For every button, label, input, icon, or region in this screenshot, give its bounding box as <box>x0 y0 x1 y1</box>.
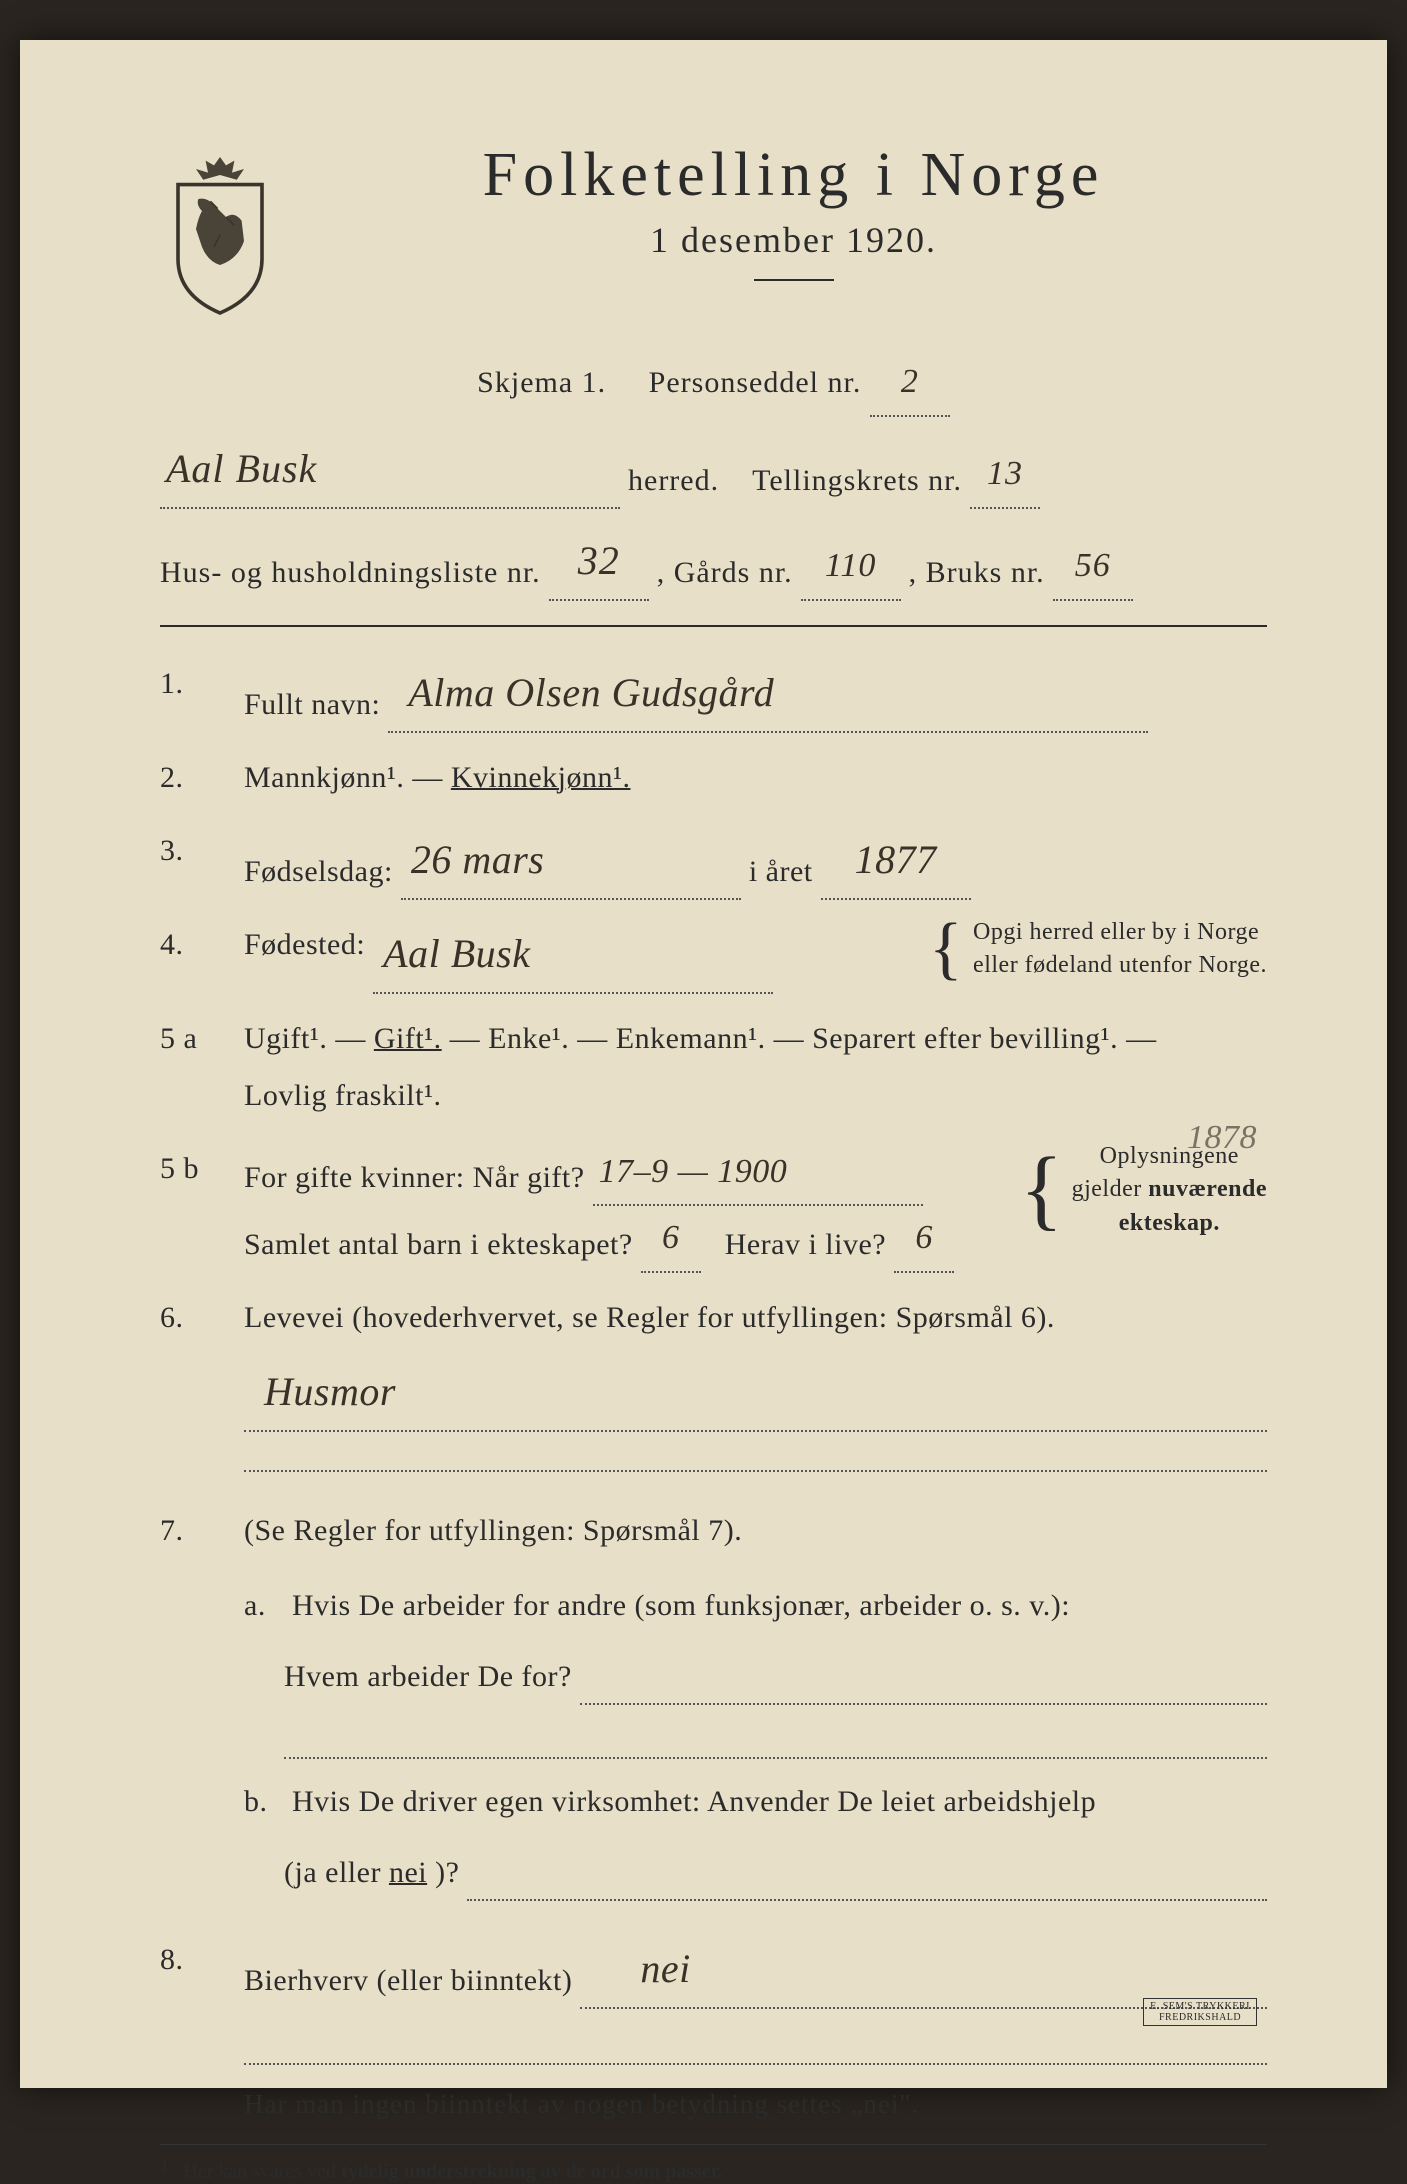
q4: 4. Fødested: Aal Busk { Opgi herred elle… <box>160 916 1267 994</box>
q5b-margin-year: 1878 <box>1187 1106 1257 1171</box>
husliste-label: Hus- og husholdningsliste nr. <box>160 544 541 601</box>
blank-line <box>467 1899 1267 1901</box>
q4-label: Fødested: <box>244 916 365 973</box>
q5a-num: 5 a <box>160 1010 220 1124</box>
q5a-line2: Lovlig fraskilt¹. <box>244 1067 1267 1124</box>
blank-line <box>580 1703 1267 1705</box>
tellingskrets-label: Tellingskrets nr. <box>752 452 962 509</box>
q5b-num: 5 b <box>160 1140 220 1273</box>
herred-value: Aal Busk <box>160 431 620 509</box>
q2-mann: Mannkjønn¹. <box>244 761 404 794</box>
gards-label: , Gårds nr. <box>657 544 793 601</box>
q8: 8. Bierhverv (eller biinntekt) nei <box>160 1931 1267 2009</box>
q2: 2. Mannkjønn¹. — Kvinnekjønn¹. <box>160 749 1267 806</box>
q5b: 5 b 1878 For gifte kvinner: Når gift? 17… <box>160 1140 1267 1273</box>
q4-value: Aal Busk <box>373 916 773 994</box>
q3-day: 26 mars <box>401 822 741 900</box>
herred-label: herred. <box>628 452 719 509</box>
printer-mark: E. SEM'S TRYKKERI FREDRIKSHALD <box>1143 1998 1257 2026</box>
q5b-label2: Samlet antal barn i ekteskapet? <box>244 1216 633 1273</box>
husliste-line: Hus- og husholdningsliste nr. 32 , Gårds… <box>160 523 1267 601</box>
q6-num: 6. <box>160 1289 220 1486</box>
q8-num: 8. <box>160 1931 220 2009</box>
q5b-label3: Herav i live? <box>725 1216 886 1273</box>
q3-num: 3. <box>160 822 220 900</box>
footer-note: Har man ingen biinntekt av nogen betydni… <box>244 2079 1267 2130</box>
q3-label: Fødselsdag: <box>244 843 393 900</box>
brace-icon: { <box>929 928 963 970</box>
gards-nr: 110 <box>801 534 901 601</box>
q2-kvinne: Kvinnekjønn¹. <box>451 761 631 794</box>
q6-label: Levevei (hovederhvervet, se Regler for u… <box>244 1289 1267 1346</box>
q7b-pre: (ja eller <box>284 1844 381 1901</box>
printer1: E. SEM'S TRYKKERI <box>1150 2001 1250 2012</box>
q7b-nei: nei <box>389 1844 427 1901</box>
q5b-note3: ekteskap. <box>1119 1210 1220 1236</box>
q3: 3. Fødselsdag: 26 mars i året 1877 <box>160 822 1267 900</box>
q2-dash: — <box>412 761 451 794</box>
q8-label: Bierhverv (eller biinntekt) <box>244 1952 572 2009</box>
title-block: Folketelling i Norge 1 desember 1920. <box>320 140 1267 309</box>
q5b-total: 6 <box>641 1206 701 1273</box>
footnote-num: 1 <box>160 2155 168 2174</box>
q4-num: 4. <box>160 916 220 994</box>
q4-note: Opgi herred eller by i Norge eller fødel… <box>973 916 1267 983</box>
q5a-options: Ugift¹. — <box>244 1022 374 1055</box>
q7-num: 7. <box>160 1502 220 1915</box>
divider <box>160 625 1267 627</box>
divider <box>754 279 834 281</box>
footnote: 1 Her kan svares ved tydelig understrekn… <box>160 2144 1267 2184</box>
skjema-line: Skjema 1. Personseddel nr. 2 <box>160 350 1267 417</box>
q5b-alive: 6 <box>894 1206 954 1273</box>
q5b-label1: For gifte kvinner: Når gift? <box>244 1149 585 1206</box>
q7a-text2: Hvem arbeider De for? <box>284 1648 572 1705</box>
bruks-label: , Bruks nr. <box>909 544 1045 601</box>
q2-num: 2. <box>160 749 220 806</box>
q1-label: Fullt navn: <box>244 676 380 733</box>
q6-value: Husmor <box>244 1354 1267 1432</box>
subtitle-date: 1 desember 1920. <box>320 219 1267 261</box>
blank-line <box>244 2025 1267 2065</box>
q7b-text1: Hvis De driver egen virksomhet: Anvender… <box>292 1785 1096 1818</box>
q7a-text1: Hvis De arbeider for andre (som funksjon… <box>292 1589 1070 1622</box>
q5a-gift: Gift¹. <box>374 1022 442 1055</box>
q3-year-label: i året <box>749 843 813 900</box>
q7: 7. (Se Regler for utfyllingen: Spørsmål … <box>160 1502 1267 1915</box>
q5b-marriage: 17–9 — 1900 <box>593 1140 923 1207</box>
skjema-label: Skjema 1. <box>477 366 606 399</box>
q7b-label: b. <box>244 1773 284 1830</box>
q1: 1. Fullt navn: Alma Olsen Gudsgård <box>160 655 1267 733</box>
q7a-label: a. <box>244 1577 284 1634</box>
personseddel-label: Personseddel nr. <box>649 366 862 399</box>
q3-year: 1877 <box>821 822 971 900</box>
coat-of-arms-icon <box>160 150 280 320</box>
printer2: FREDRIKSHALD <box>1150 2012 1250 2023</box>
census-form-page: Folketelling i Norge 1 desember 1920. Sk… <box>20 40 1387 2088</box>
main-title: Folketelling i Norge <box>320 140 1267 211</box>
tellingskrets-nr: 13 <box>970 442 1040 509</box>
personseddel-nr: 2 <box>870 350 950 417</box>
q7-label: (Se Regler for utfyllingen: Spørsmål 7). <box>244 1502 1267 1559</box>
header: Folketelling i Norge 1 desember 1920. <box>160 140 1267 320</box>
q5b-note2b: nuværende <box>1148 1176 1267 1202</box>
bruks-nr: 56 <box>1053 534 1133 601</box>
q7b-post: )? <box>435 1844 459 1901</box>
husliste-nr: 32 <box>549 523 649 601</box>
brace-icon: { <box>1020 1163 1064 1217</box>
q1-num: 1. <box>160 655 220 733</box>
blank-line <box>284 1719 1267 1759</box>
q4-note1: Opgi herred eller by i Norge <box>973 916 1267 950</box>
q5a-rest: — Enke¹. — Enkemann¹. — Separert efter b… <box>450 1022 1157 1055</box>
q4-note2: eller fødeland utenfor Norge. <box>973 949 1267 983</box>
blank-line <box>244 1432 1267 1472</box>
q5a: 5 a Ugift¹. — Gift¹. — Enke¹. — Enkemann… <box>160 1010 1267 1124</box>
q6: 6. Levevei (hovederhvervet, se Regler fo… <box>160 1289 1267 1486</box>
q1-value: Alma Olsen Gudsgård <box>388 655 1148 733</box>
herred-line: Aal Busk herred. Tellingskrets nr. 13 <box>160 431 1267 509</box>
